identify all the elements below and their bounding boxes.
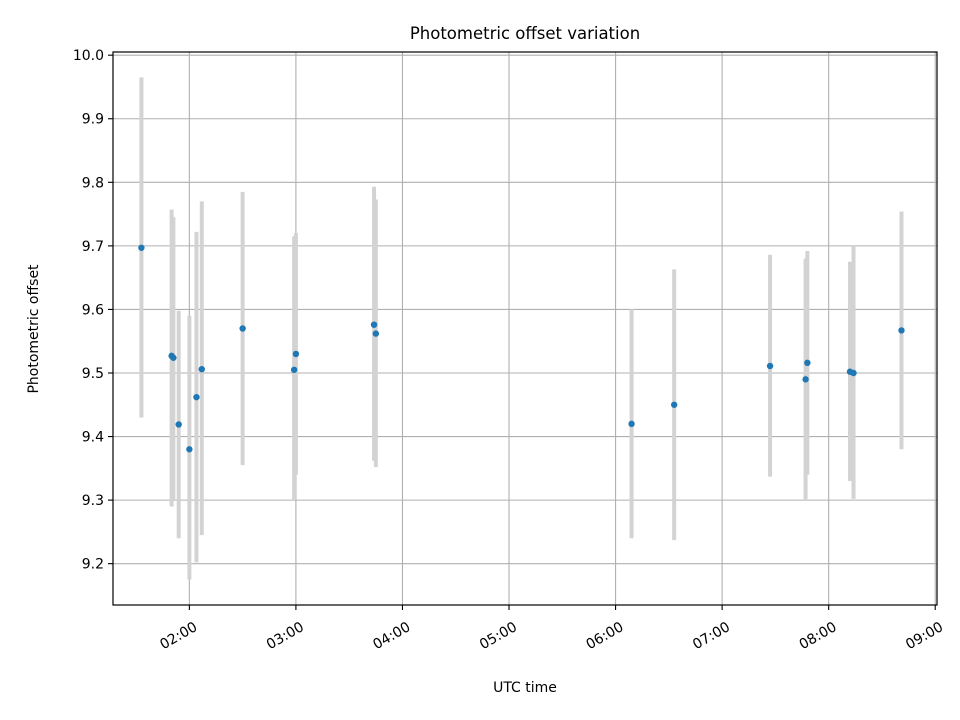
data-point <box>138 244 145 251</box>
x-tick-label: 08:00 <box>797 619 840 653</box>
errorbars <box>139 77 904 580</box>
y-tick-label: 9.8 <box>82 175 104 191</box>
y-tick-label: 9.6 <box>82 302 104 318</box>
data-point <box>670 401 678 408</box>
data-point <box>850 369 857 377</box>
x-axis-ticks: 02:00 03:00 04:00 05:00 06:00 07:00 08:00 09:00 <box>157 605 946 653</box>
data-points <box>138 244 905 453</box>
data-point <box>628 420 635 428</box>
x-tick-label: 02:00 <box>157 619 200 653</box>
data-point <box>186 446 193 453</box>
data-point <box>804 359 811 367</box>
data-point <box>292 350 300 358</box>
data-point <box>175 421 182 428</box>
data-point <box>193 393 200 401</box>
data-point <box>239 325 246 332</box>
data-point <box>802 376 809 383</box>
x-tick-label: 03:00 <box>264 619 307 653</box>
data-point <box>370 321 378 328</box>
data-point <box>898 327 905 334</box>
x-axis-label: UTC time <box>493 680 557 696</box>
grid <box>113 52 937 605</box>
x-tick-label: 04:00 <box>370 619 413 653</box>
y-axis-ticks: 9.2 9.3 9.4 9.5 9.6 9.7 9.8 9.9 10.0 <box>73 48 113 573</box>
y-tick-label: 9.2 <box>82 557 104 573</box>
data-point <box>372 330 380 337</box>
x-tick-label: 05:00 <box>477 619 520 653</box>
y-tick-label: 9.3 <box>82 493 104 509</box>
plot-area-frame <box>112 51 938 606</box>
x-tick-label: 07:00 <box>690 619 733 653</box>
y-tick-label: 9.9 <box>82 112 104 128</box>
y-tick-label: 10.0 <box>73 48 104 64</box>
y-tick-label: 9.7 <box>82 239 104 255</box>
data-point <box>766 362 774 370</box>
data-point <box>290 366 298 374</box>
y-tick-label: 9.4 <box>82 430 104 446</box>
chart-title: Photometric offset variation <box>410 24 640 43</box>
y-tick-label: 9.5 <box>82 366 104 382</box>
data-point <box>170 354 177 361</box>
x-tick-label: 06:00 <box>584 619 627 653</box>
y-axis-label: Photometric offset <box>26 264 42 394</box>
data-point <box>198 365 205 373</box>
x-tick-label: 09:00 <box>903 619 946 653</box>
